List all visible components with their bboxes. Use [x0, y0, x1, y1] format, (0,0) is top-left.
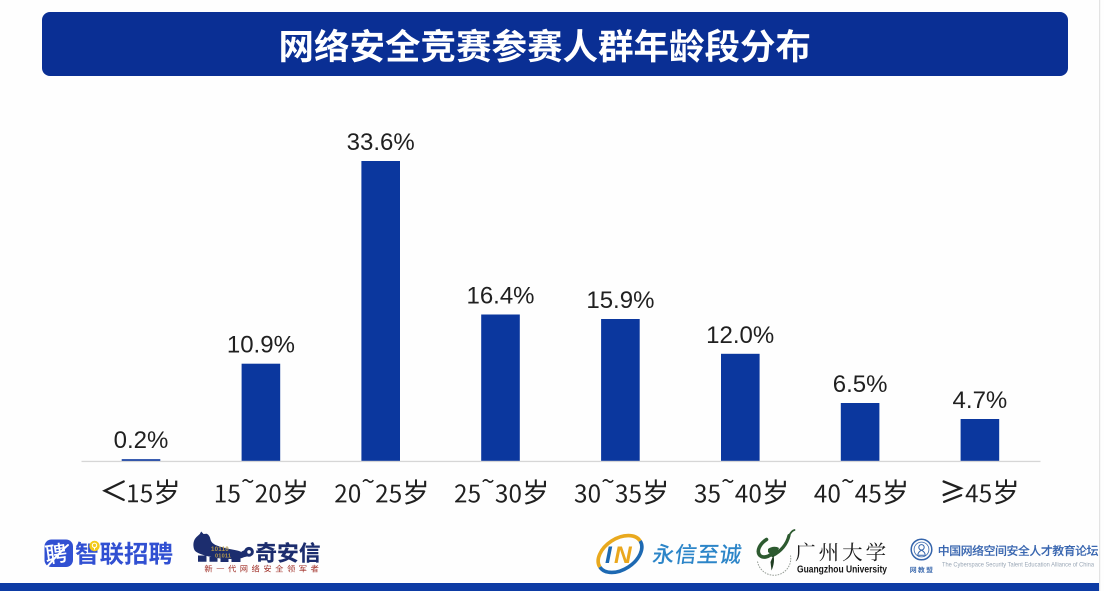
svg-text:33.6%: 33.6% [347, 129, 415, 156]
svg-text:10.9%: 10.9% [227, 332, 295, 359]
svg-text:Guangzhou University: Guangzhou University [797, 565, 887, 576]
svg-text:N: N [614, 542, 633, 569]
svg-text:16.4%: 16.4% [466, 283, 534, 310]
svg-text:6.5%: 6.5% [833, 371, 888, 398]
svg-text:4.7%: 4.7% [953, 387, 1008, 414]
svg-text:I: I [605, 542, 613, 569]
svg-text:The Cyberspace Security Talent: The Cyberspace Security Talent Education… [942, 562, 1094, 569]
svg-text:15.9%: 15.9% [586, 287, 654, 314]
svg-text:0.2%: 0.2% [114, 427, 169, 454]
svg-text:01011: 01011 [215, 554, 231, 560]
svg-text:10110: 10110 [211, 546, 229, 553]
svg-text:12.0%: 12.0% [706, 322, 774, 349]
